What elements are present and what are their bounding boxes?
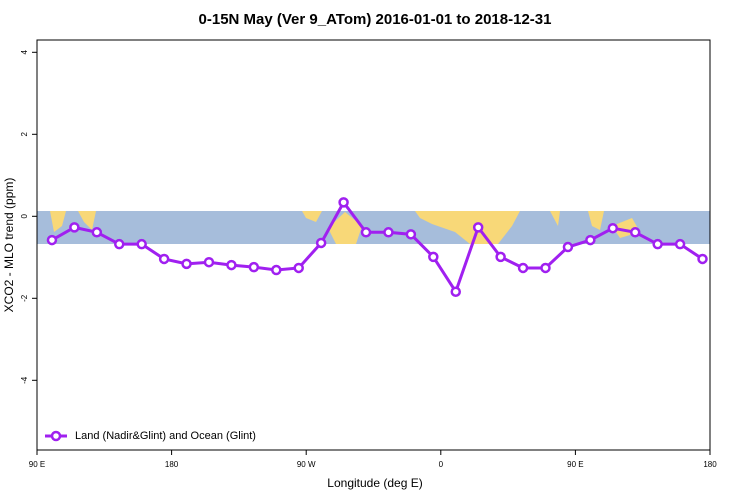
y-tick-label: -2 [20, 294, 29, 302]
point [114, 238, 125, 250]
y-tick-label: -4 [20, 376, 29, 384]
point [136, 238, 147, 250]
point [629, 227, 641, 238]
point [315, 237, 327, 249]
point [495, 251, 506, 263]
point [428, 251, 439, 263]
point [293, 262, 304, 274]
x-axis-label: Longitude (deg E) [327, 476, 422, 490]
point [69, 222, 80, 233]
map-background [37, 211, 710, 244]
point [46, 234, 58, 246]
y-tick-label: 4 [20, 50, 29, 55]
point [405, 229, 417, 240]
point [562, 241, 574, 253]
chart-title: 0-15N May (Ver 9_ATom) 2016-01-01 to 201… [199, 11, 552, 28]
point [697, 253, 708, 265]
point [540, 262, 551, 274]
point [248, 261, 260, 273]
point [360, 227, 372, 238]
y-tick-label: 2 [20, 132, 29, 137]
legend-label: Land (Nadir&Glint) and Ocean (Glint) [75, 430, 256, 442]
y-axis-label: XCO2 - MLO trend (ppm) [2, 178, 16, 313]
x-tick-label: 0 [439, 460, 444, 469]
y-tick-label: 0 [20, 214, 29, 219]
point [271, 264, 282, 276]
plot-frame [36, 39, 711, 451]
point [450, 286, 462, 297]
point [652, 238, 663, 250]
x-tick-label: 90 W [297, 460, 316, 469]
point [181, 258, 192, 270]
legend-marker [50, 430, 62, 442]
point [674, 238, 686, 250]
point [383, 227, 394, 238]
point [338, 197, 349, 208]
point [607, 222, 619, 234]
x-tick-label: 180 [703, 460, 717, 469]
x-tick-label: 90 E [567, 460, 583, 469]
x-tick-label: 180 [165, 460, 179, 469]
x-tick-label: 90 E [29, 460, 45, 469]
point [585, 234, 596, 246]
point [158, 253, 170, 265]
point [226, 259, 237, 271]
point [472, 222, 484, 233]
point [517, 262, 529, 274]
point [91, 227, 103, 238]
point [203, 256, 215, 268]
